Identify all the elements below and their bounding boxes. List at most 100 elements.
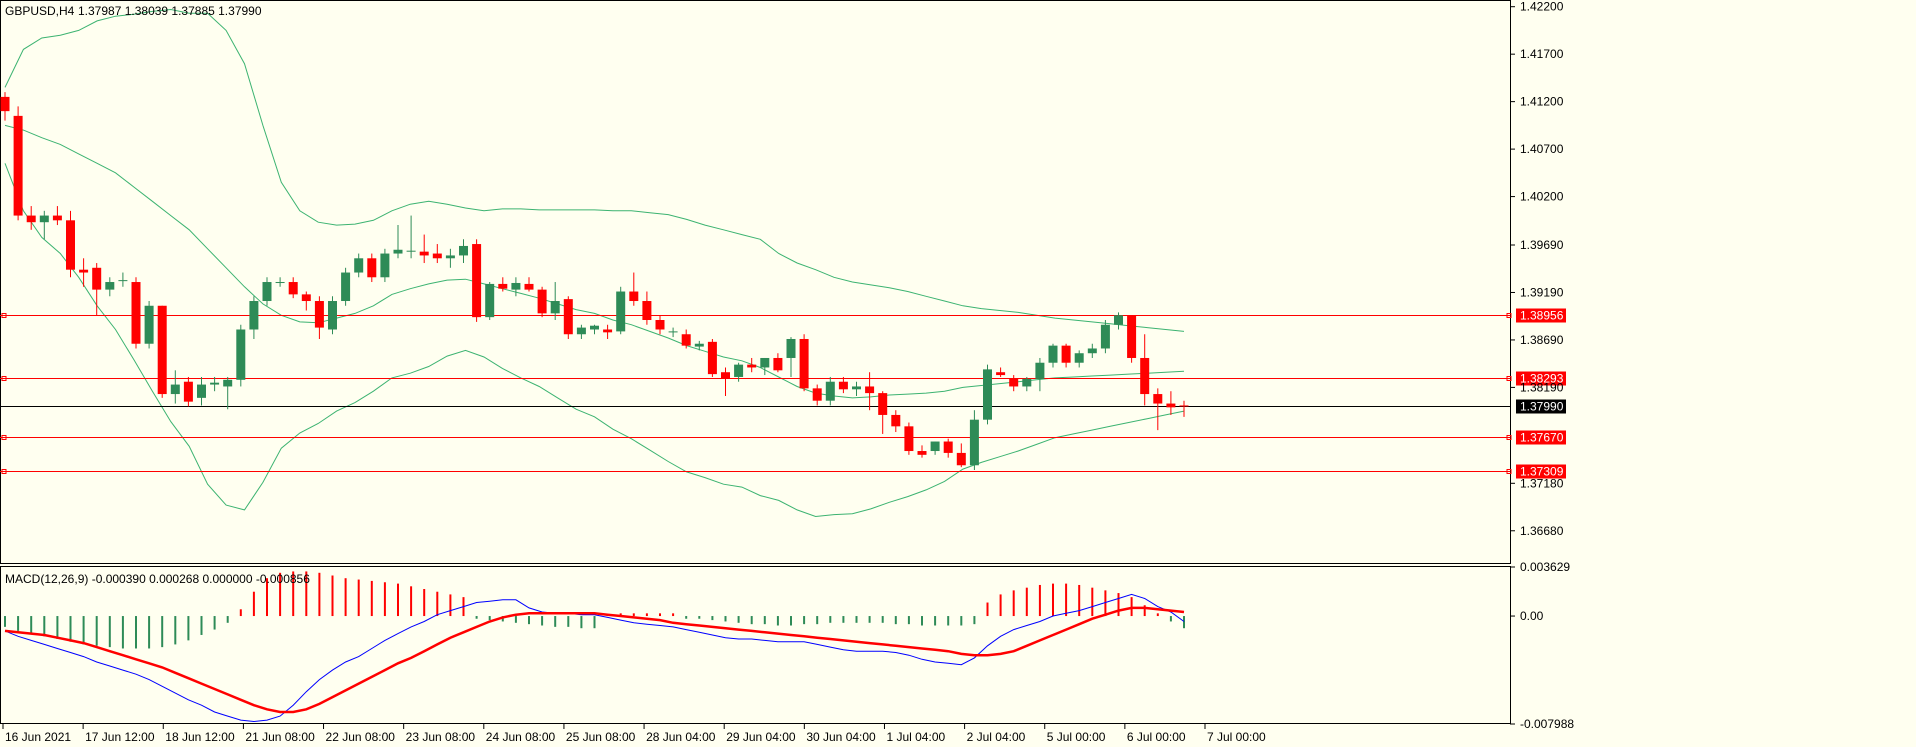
bull-candle-body [275, 282, 285, 284]
bear-candle-body [865, 386, 875, 394]
bull-candle-body [249, 301, 259, 330]
bull-candle-body [825, 381, 835, 401]
price-tick-label: 1.36680 [1520, 524, 1564, 538]
bear-candle-body [1140, 357, 1150, 395]
bull-candle-body [1035, 362, 1045, 379]
bear-candle-body [524, 283, 534, 290]
time-tick-label: 6 Jul 00:00 [1127, 730, 1186, 744]
bear-candle-body [812, 388, 822, 401]
bear-candle-body [904, 426, 914, 452]
time-tick-label: 23 Jun 08:00 [406, 730, 476, 744]
bull-candle-body [590, 325, 599, 330]
macd-signal-line [4, 606, 1185, 714]
price-tick-label: 1.41200 [1520, 95, 1564, 109]
bull-candle-body [760, 357, 770, 368]
bull-candle-body [328, 301, 337, 330]
bull-candle-body [616, 291, 626, 332]
bull-candle-body [144, 305, 154, 344]
bear-candle-body [721, 372, 730, 379]
price-tick-label: 1.38190 [1520, 380, 1564, 394]
level-handle-right[interactable] [1506, 435, 1512, 440]
bollinger-mid-line [4, 124, 1185, 399]
level-price-label: 1.38293 [1520, 372, 1564, 386]
bear-candle-body [1127, 315, 1137, 358]
price-tick-label: 1.41700 [1520, 47, 1564, 61]
level-handle-right[interactable] [1506, 469, 1512, 474]
bull-candle-body [393, 249, 403, 254]
bear-candle-body [707, 341, 717, 375]
bear-candle-body [288, 282, 298, 295]
bull-candle-body [380, 253, 390, 278]
bear-candle-body [642, 301, 652, 321]
bull-candle-body [223, 379, 233, 387]
bear-candle-body [878, 393, 888, 415]
bear-candle-body [1009, 378, 1019, 387]
main-panel-frame [0, 0, 1511, 564]
bear-candle-body [563, 299, 573, 335]
time-tick-label: 18 Jun 12:00 [165, 730, 235, 744]
level-handle-right[interactable] [1506, 376, 1512, 381]
bull-candle-body [1114, 315, 1123, 325]
time-tick-label: 28 Jun 04:00 [646, 730, 716, 744]
bear-candle-body [301, 294, 311, 302]
bear-candle-body [26, 215, 36, 223]
price-axis: 1.42200 1.41700 1.41200 1.40700 1.40200 1.396… [1510, 0, 1564, 538]
macd-indicator: 0.003629 0.00 -0.007988 [4, 560, 1574, 731]
bull-candle-body [118, 280, 128, 282]
bull-candle-body [354, 258, 364, 273]
bear-candle-body [183, 381, 193, 402]
bull-candle-body [445, 255, 455, 259]
bull-candle-body [694, 343, 704, 347]
bull-candle-body [786, 338, 796, 358]
time-tick-label: 30 Jun 04:00 [806, 730, 876, 744]
level-price-tag [1516, 464, 1566, 479]
macd-tick-label: 0.003629 [1520, 560, 1570, 574]
bull-candle-body [170, 384, 180, 395]
current-price-tag [1516, 399, 1566, 414]
bear-candle-body [996, 372, 1006, 376]
bull-candle-body [341, 272, 351, 302]
price-tick-label: 1.38690 [1520, 333, 1564, 347]
bear-candle-body [956, 452, 966, 466]
level-handle-left[interactable] [1, 313, 7, 318]
symbol-label: GBPUSD,H4 [5, 4, 75, 18]
level-handle-left[interactable] [1, 376, 7, 381]
level-handle-right[interactable] [1506, 313, 1512, 318]
bull-candle-body [236, 329, 246, 380]
time-tick-label: 1 Jul 04:00 [886, 730, 945, 744]
bull-candle-body [550, 301, 560, 314]
level-price-tag [1516, 430, 1566, 445]
bollinger-upper-line [4, 8, 1185, 332]
bear-candle-body [367, 258, 377, 278]
level-price-tag [1516, 308, 1566, 323]
bear-candle-body [1166, 403, 1176, 408]
level-handle-left[interactable] [1, 435, 7, 440]
macd-label: MACD(12,26,9) -0.000390 0.000268 0.00000… [5, 572, 310, 586]
macd-tick-label: 0.00 [1520, 609, 1544, 623]
bull-candle-body [1100, 324, 1110, 349]
macd-tick-label: -0.007988 [1520, 717, 1574, 731]
price-tick-label: 1.39190 [1520, 285, 1564, 299]
bear-candle-body [1153, 394, 1163, 404]
bull-candle-body [1048, 345, 1058, 363]
bull-candle-body [210, 382, 220, 385]
candles [0, 92, 1189, 471]
level-handle-left[interactable] [1, 469, 7, 474]
time-tick-label: 21 Jun 08:00 [245, 730, 315, 744]
bull-candle-body [1074, 353, 1084, 363]
bull-candle-body [39, 215, 49, 223]
level-price-label: 1.37309 [1520, 465, 1564, 479]
bear-candle-body [603, 329, 613, 333]
bear-candle-body [52, 215, 62, 221]
bull-candle-body [969, 419, 979, 466]
bear-candle-body [917, 451, 927, 455]
bear-candle-body [943, 441, 953, 453]
bear-candle-body [92, 267, 102, 290]
bear-candle-body [1061, 345, 1071, 363]
bull-candle-body [197, 384, 206, 398]
bull-candle-body [1022, 378, 1032, 387]
price-tick-label: 1.40200 [1520, 190, 1564, 204]
price-levels[interactable]: 1.38956 1.38293 1.37670 1.37309 1.37990 [0, 308, 1566, 479]
